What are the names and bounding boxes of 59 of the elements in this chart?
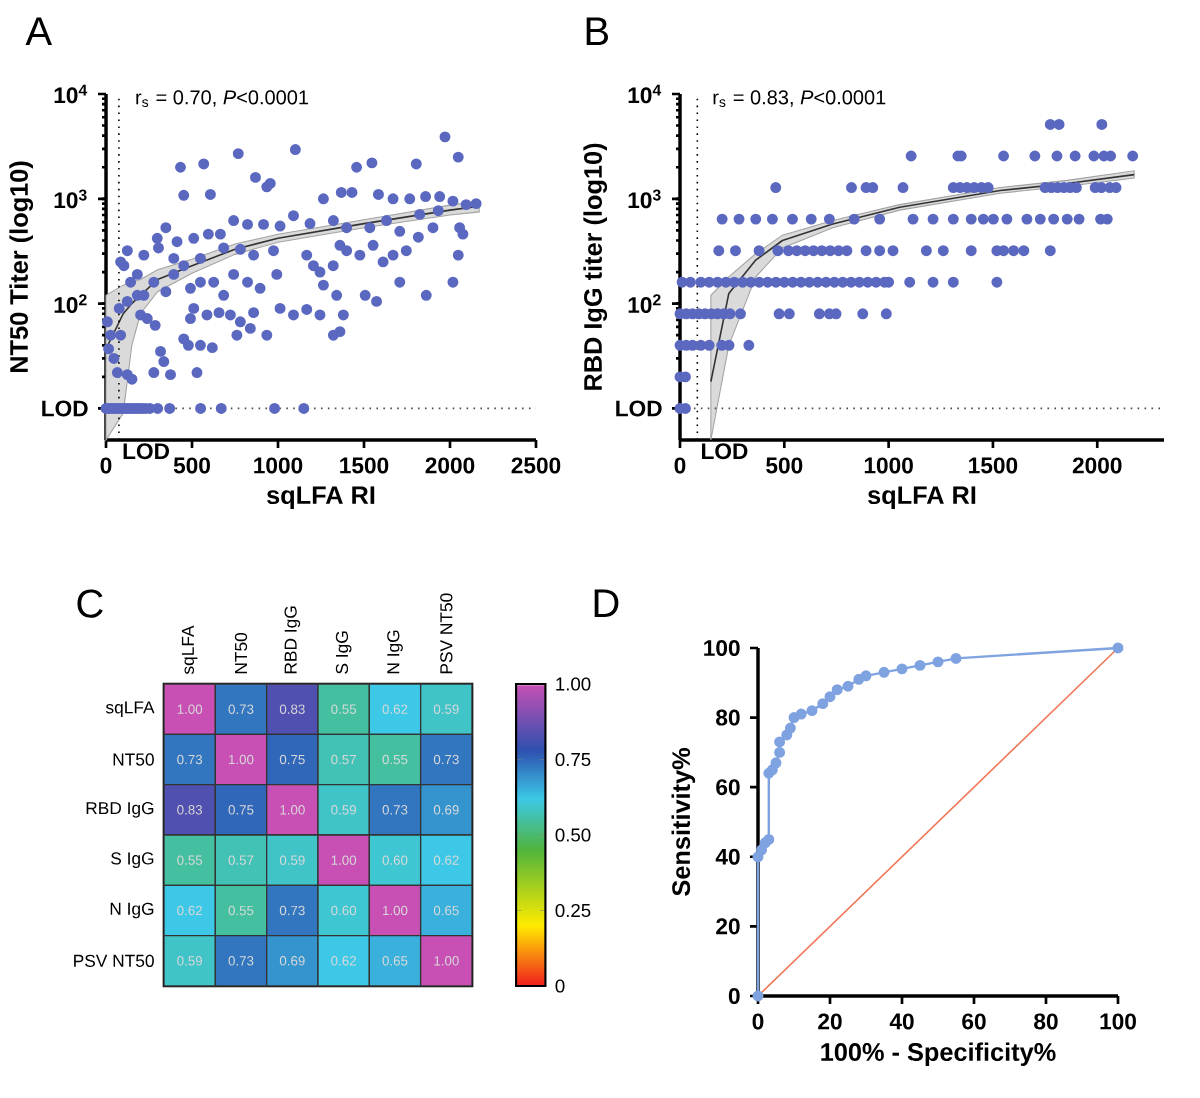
y-tick-label: LOD xyxy=(616,400,662,417)
x-tick-label: PSV NT50 xyxy=(440,593,453,674)
x-tick-label: 80 xyxy=(1034,1013,1058,1030)
chart-title: B xyxy=(586,17,608,45)
y-tick-label: 80 xyxy=(716,709,740,726)
x-tick-label: 1000 xyxy=(864,457,913,474)
y-tick-label: 10$^{4}$ xyxy=(54,84,88,104)
x-tick-label: 1500 xyxy=(969,457,1018,474)
x-tick-label: 500 xyxy=(173,457,210,474)
y-tick-label: 0 xyxy=(728,987,740,1004)
chart-title: D xyxy=(594,589,619,617)
x-tick-label: 1000 xyxy=(254,457,303,474)
y-tick-label: 20 xyxy=(716,918,740,935)
x-tick-label: 20 xyxy=(818,1013,842,1030)
y-tick-label: PSV NT50 xyxy=(74,954,154,967)
x-tick-label: 500 xyxy=(766,457,803,474)
chart-title: C xyxy=(77,589,103,618)
x-axis-title: 100% - Specificity% xyxy=(821,1042,1056,1067)
x-tick-label: 40 xyxy=(889,1013,914,1030)
x-tick-label: 0 xyxy=(674,457,686,474)
y-tick-label: 40 xyxy=(715,848,740,865)
y-axis-title: Sensitivity% xyxy=(671,748,696,896)
y-tick-label: 10$^{3}$ xyxy=(628,189,661,209)
y-tick-label: 10$^{2}$ xyxy=(628,294,661,314)
y-tick-label: RBD IgG xyxy=(86,801,154,818)
x-tick-label: NT50 xyxy=(234,632,248,674)
y-tick-label: 10$^{4}$ xyxy=(628,84,662,104)
color-bar-label: 0 xyxy=(555,979,565,993)
x-tick-label: 1500 xyxy=(340,457,389,474)
y-tick-label: sqLFA xyxy=(105,701,155,717)
x-tick-label: S IgG xyxy=(335,631,352,674)
x-tick-label: 2000 xyxy=(425,457,475,474)
color-bar-label: 0.50 xyxy=(555,828,591,842)
x-axis-title: sqLFA RI xyxy=(867,486,976,510)
y-tick-label: S IgG xyxy=(111,852,154,868)
annotation: r$_{s}$ = 0.70, P<0.0001 xyxy=(136,90,309,108)
color-bar-label: 0.25 xyxy=(555,903,591,918)
y-axis-title: NT50 Titer (log10) xyxy=(9,161,34,373)
annotation: r$_{s}$ = 0.83, P<0.0001 xyxy=(713,90,886,108)
y-tick-label: 60 xyxy=(716,779,740,796)
x-tick-label: sqLFA xyxy=(181,625,198,675)
x-tick-label: 2500 xyxy=(511,457,561,474)
chart-title: A xyxy=(25,17,53,45)
y-tick-label: NT50 xyxy=(113,753,154,766)
x-tick-label: RBD IgG xyxy=(284,606,301,674)
x-tick-label: 2000 xyxy=(1072,457,1122,474)
x-tick-label: N IgG xyxy=(387,630,403,674)
y-tick-label: LOD xyxy=(42,400,88,417)
ref-line-label: LOD xyxy=(123,443,170,460)
y-tick-label: 10$^{3}$ xyxy=(54,189,87,209)
y-tick-label: N IgG xyxy=(110,902,154,919)
color-bar-label: 0.75 xyxy=(555,752,591,767)
y-tick-label: 10$^{2}$ xyxy=(54,294,87,314)
x-tick-label: 60 xyxy=(962,1013,986,1030)
x-tick-label: 100 xyxy=(1100,1013,1136,1030)
y-axis-title: RBD IgG titer (log10) xyxy=(583,143,608,390)
x-tick-label: 0 xyxy=(752,1013,764,1030)
color-bar-label: 1.00 xyxy=(556,677,591,691)
x-axis-title: sqLFA RI xyxy=(266,486,375,510)
